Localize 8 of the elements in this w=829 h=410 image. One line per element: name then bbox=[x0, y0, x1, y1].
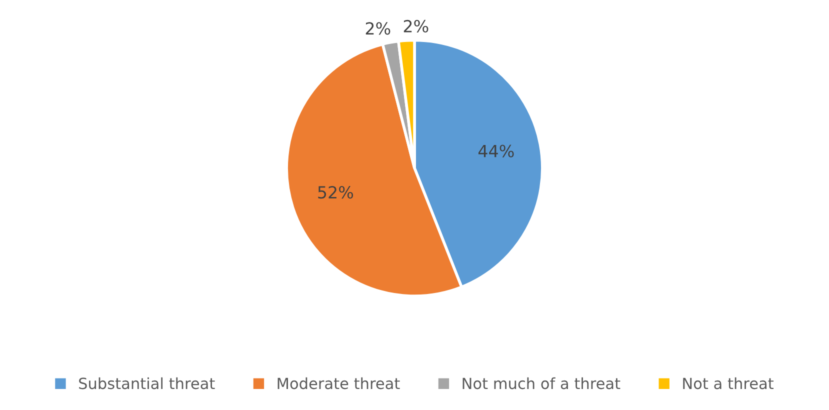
legend-label: Not a threat bbox=[683, 377, 774, 390]
legend-label: Not much of a threat bbox=[462, 377, 620, 390]
legend-label: Substantial threat bbox=[79, 377, 215, 390]
data-label: 2% bbox=[404, 20, 428, 32]
data-label: 52% bbox=[318, 186, 354, 199]
data-label: 2% bbox=[366, 22, 390, 35]
data-label: 44% bbox=[478, 144, 514, 158]
legend-label: Moderate threat bbox=[278, 377, 400, 390]
